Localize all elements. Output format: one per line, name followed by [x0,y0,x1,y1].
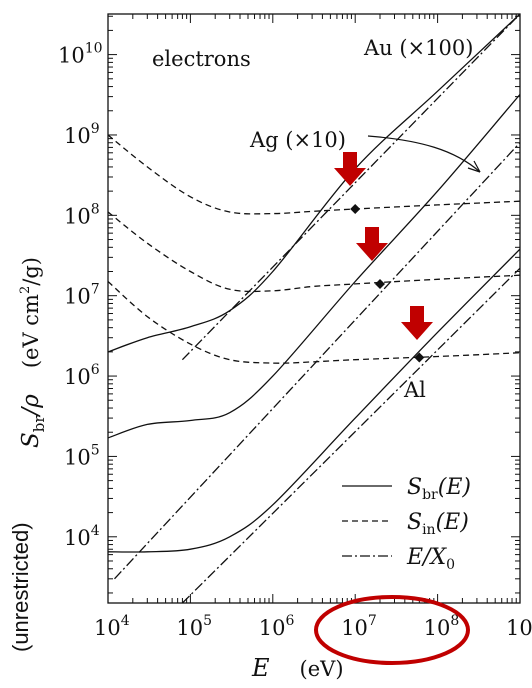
critical-point-al [414,352,425,363]
highlight-ellipse [314,595,470,665]
tick-labels: 104 105 106 107 108 10 104 105 106 107 108 109 1010 [58,41,532,640]
y-tick-label: 109 [64,121,100,148]
x-tick-label: 106 [259,613,295,640]
x-tick-label: 108 [424,613,460,640]
legend-label-sin: Sin(E) [407,510,469,538]
curves-layer [108,14,520,603]
legend-label-sbr: Sbr(E) [407,475,471,503]
series-al-dashed [108,281,520,364]
x-tick-label: 104 [94,613,130,640]
critical-point-au [350,203,361,214]
ag-pointer-line [367,135,481,173]
critical-markers [350,203,425,363]
y-tick-label: 108 [64,201,100,228]
al-label: Al [403,378,426,402]
unrestricted-note: (unrestricted) [8,522,33,652]
x-tick-label: 107 [341,613,377,640]
series-au-dashdot [181,14,520,361]
series-ag-solid [108,93,520,439]
y-axis-label: Sbr/ρ(eV cm2/g) [18,257,48,448]
red-arrow-au [334,152,366,186]
x-tick-label: 10 [506,616,532,640]
red-arrow-ag [356,227,388,261]
y-tick-label: 104 [64,523,100,550]
au-label: Au (×100) [363,36,473,60]
series-ag-dashed [108,211,520,293]
y-tick-label: 107 [64,282,100,309]
tick-marks [107,14,521,603]
series-al-solid [108,248,520,553]
critical-point-ag [375,278,386,289]
y-tick-label: 106 [64,362,100,389]
series-ag-dashdot [114,142,520,580]
x-tick-label: 105 [176,613,212,640]
series-au-solid [108,14,520,353]
x-axis-label: E (eV) [251,654,344,682]
red-arrow-al [401,306,433,340]
particle-label: electrons [152,47,251,71]
legend-label-ex0: E/X0 [406,545,455,573]
ag-pointer-arrowhead [467,160,481,173]
series-al-dashdot [181,267,520,603]
ag-label: Ag (×10) [249,128,346,152]
y-tick-label: 105 [64,442,100,469]
legend: Sbr(E) Sin(E) E/X0 [342,475,471,573]
series-au-dashed [108,134,520,215]
y-tick-label: 1010 [58,41,103,68]
